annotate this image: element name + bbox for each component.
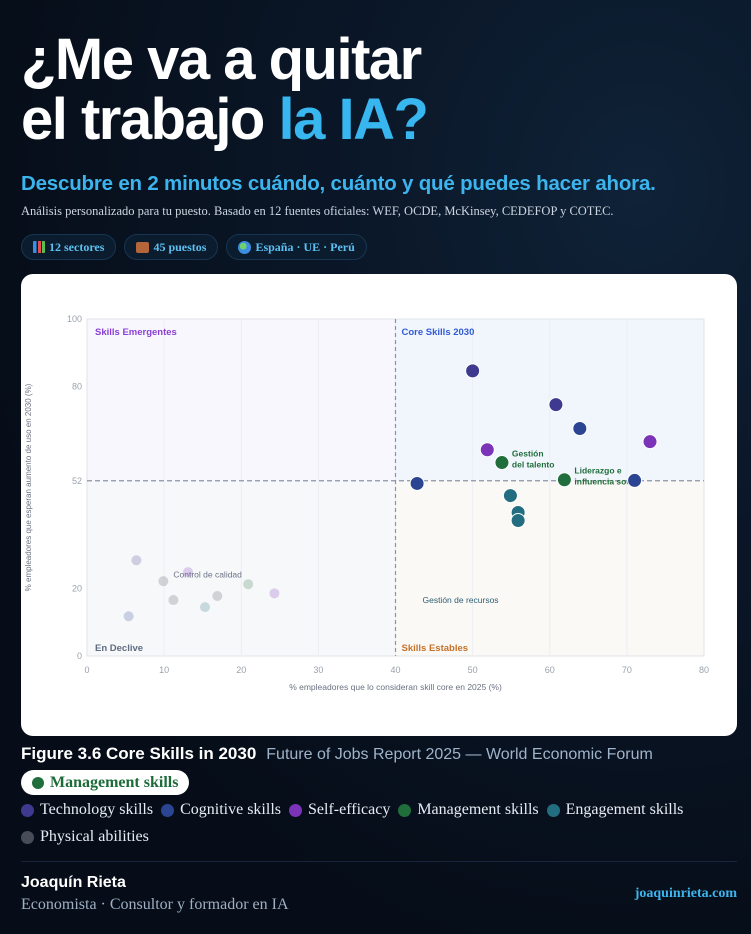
data-point[interactable] [572, 421, 588, 437]
pill-sectors: 12 sectores [21, 234, 117, 260]
title-line-2: el trabajo la IA? [21, 90, 741, 150]
data-point[interactable] [627, 472, 643, 488]
legend-dot-icon [289, 803, 302, 817]
stats-pills: 12 sectores 45 puestos España · UE · Per… [21, 234, 741, 260]
data-point-faded[interactable] [243, 579, 254, 590]
x-tick-label: 0 [84, 665, 89, 675]
title-accent: la IA? [278, 87, 428, 152]
data-point-faded[interactable] [168, 595, 179, 606]
x-tick-label: 70 [622, 665, 632, 675]
quadrant-label: Skills Estables [402, 643, 469, 654]
figure-caption: Figure 3.6 Core Skills in 2030 Future of… [21, 744, 653, 764]
point-label: influencia social [574, 477, 640, 487]
legend-item[interactable]: Cognitive skills [161, 800, 281, 820]
point-label: Liderazgo e [574, 466, 622, 476]
legend-item[interactable]: Self-efficacy [289, 800, 390, 820]
chart-card: 0 10 20 30 40 50 60 70 80 0 20 52 80 100 % empleadores… [21, 274, 737, 736]
data-point-faded[interactable] [158, 576, 169, 587]
legend-label: Technology skills [40, 801, 154, 818]
y-tick-label: 20 [72, 584, 82, 594]
data-point[interactable] [548, 397, 564, 413]
title-line-2-prefix: el trabajo [21, 87, 279, 152]
x-tick-label: 80 [699, 665, 709, 675]
y-tick-label: 80 [72, 381, 82, 391]
footer-divider [21, 861, 737, 862]
page-title: ¿Me va a quitar el trabajo la IA? [21, 30, 741, 150]
author-role: Economista · Consultor y formador en IA [21, 896, 289, 913]
legend-dot-icon [21, 830, 34, 844]
quadrant-label: En Declive [95, 643, 143, 654]
author-name: Joaquín Rieta [21, 874, 126, 891]
x-tick-label: 50 [468, 665, 478, 675]
legend-label: Management skills [417, 801, 539, 818]
data-point[interactable] [479, 442, 495, 458]
legend-label: Cognitive skills [180, 801, 281, 818]
author-block: Joaquín Rieta Economista · Consultor y f… [21, 874, 289, 914]
x-tick-label: 10 [159, 665, 169, 675]
pill-label: 12 sectores [49, 239, 105, 254]
legend-dot-icon [21, 803, 34, 817]
pill-label: 45 puestos [153, 239, 207, 254]
data-point-faded[interactable] [212, 591, 223, 602]
pill-label: España · UE · Perú [255, 239, 355, 254]
y-tick-label: 52 [72, 476, 82, 486]
data-point-faded[interactable] [269, 588, 280, 599]
bar-chart-icon [33, 241, 45, 253]
x-tick-label: 60 [545, 665, 555, 675]
description: Análisis personalizado para tu puesto. B… [21, 204, 614, 218]
scatter-chart[interactable]: 0 10 20 30 40 50 60 70 80 0 20 52 80 100 % empleadores… [21, 274, 737, 736]
data-point[interactable] [502, 488, 518, 504]
quadrant-label: Core Skills 2030 [402, 327, 475, 338]
data-point-faded[interactable] [183, 567, 194, 578]
y-tick-label: 100 [67, 314, 82, 324]
data-point-faded[interactable] [200, 602, 211, 613]
point-label: del talento [512, 460, 555, 470]
data-point-faded[interactable] [131, 555, 142, 566]
legend-dot-icon [398, 803, 412, 817]
data-point[interactable] [409, 475, 425, 491]
figure-title: Figure 3.6 Core Skills in 2030 [21, 744, 257, 763]
y-tick-label: 0 [77, 651, 82, 661]
data-point[interactable] [510, 513, 526, 529]
quadrant-label: Skills Emergentes [95, 327, 177, 338]
legend-item[interactable]: Technology skills [21, 800, 153, 820]
data-point[interactable] [556, 472, 572, 488]
point-label: Gestión [512, 449, 544, 459]
legend-item[interactable]: Physical abilities [21, 827, 149, 847]
title-line-1: ¿Me va a quitar [21, 27, 422, 92]
hero-section: ¿Me va a quitar el trabajo la IA? Descub… [21, 30, 741, 260]
pill-regions: España · UE · Perú [226, 234, 367, 260]
website-link[interactable]: joaquinrieta.com [634, 886, 737, 901]
data-point[interactable] [642, 434, 658, 450]
figure-source: Future of Jobs Report 2025 — World Econo… [266, 746, 653, 763]
annotation-label: Gestión de recursos [422, 595, 498, 605]
annotation-label: Control de calidad [173, 569, 242, 579]
legend-label: Self-efficacy [308, 801, 391, 818]
x-tick-label: 40 [390, 665, 400, 675]
x-tick-label: 30 [313, 665, 323, 675]
legend-label: Engagement skills [565, 801, 684, 818]
y-axis-label: % empleadores que esperan aumento de uso… [24, 383, 33, 591]
legend-item[interactable]: Engagement skills [546, 800, 684, 820]
legend-dot-icon [546, 803, 560, 817]
briefcase-icon [136, 241, 150, 253]
x-axis-label: % empleadores que lo consideran skill co… [289, 682, 502, 692]
data-point[interactable] [465, 363, 481, 379]
active-filter-chip[interactable]: Management skills [21, 770, 190, 795]
data-point[interactable] [494, 455, 510, 471]
chart-legend: Technology skills Cognitive skills Self-ef… [21, 800, 721, 847]
filter-label: Management skills [50, 773, 179, 791]
x-tick-label: 20 [236, 665, 246, 675]
globe-icon [238, 240, 252, 254]
pill-jobs: 45 puestos [124, 234, 219, 260]
data-point-faded[interactable] [123, 611, 134, 622]
legend-item[interactable]: Management skills [398, 800, 539, 820]
legend-label: Physical abilities [40, 828, 149, 845]
subtitle: Descubre en 2 minutos cuándo, cuánto y q… [21, 172, 656, 195]
filter-dot-icon [32, 776, 44, 789]
legend-dot-icon [161, 803, 175, 817]
